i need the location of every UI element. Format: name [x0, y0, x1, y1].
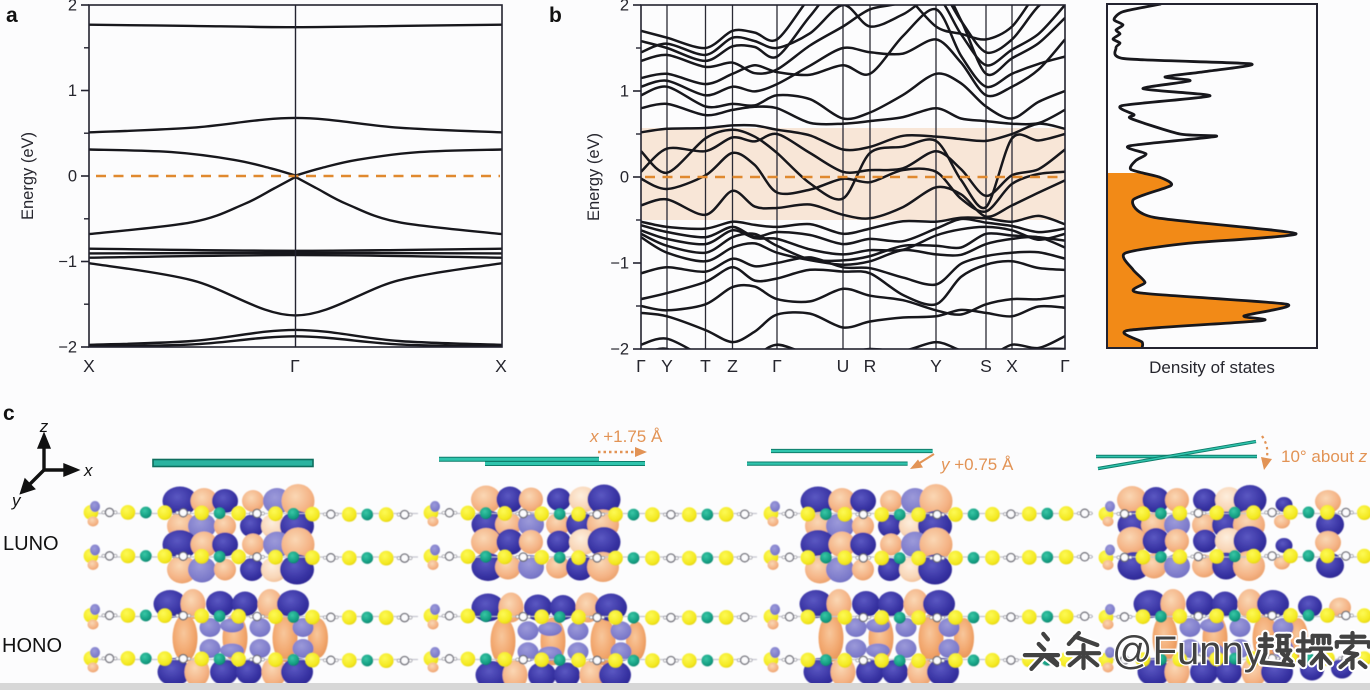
svg-text:X: X	[83, 356, 95, 376]
svg-text:Energy (eV): Energy (eV)	[585, 133, 603, 221]
svg-text:LUNO: LUNO	[3, 533, 59, 555]
svg-text:y: y	[11, 491, 22, 510]
svg-text:S: S	[980, 356, 992, 376]
svg-text:Γ: Γ	[636, 356, 646, 376]
svg-text:b: b	[549, 4, 562, 27]
svg-text:Γ: Γ	[772, 356, 782, 376]
svg-text:Γ: Γ	[290, 356, 300, 376]
svg-text:X: X	[495, 356, 507, 376]
svg-text:a: a	[6, 4, 18, 27]
svg-text:T: T	[700, 356, 711, 376]
svg-text:−1: −1	[58, 253, 77, 271]
svg-text:Density of states: Density of states	[1149, 358, 1275, 377]
svg-text:HONO: HONO	[2, 635, 62, 657]
svg-text:x: x	[83, 461, 93, 480]
svg-text:0: 0	[620, 169, 629, 187]
svg-text:x +1.75 Å: x +1.75 Å	[589, 427, 663, 446]
svg-text:y +0.75 Å: y +0.75 Å	[940, 455, 1014, 474]
svg-text:1: 1	[620, 83, 629, 101]
svg-text:Y: Y	[930, 356, 942, 376]
svg-text:Y: Y	[661, 356, 673, 376]
svg-text:2: 2	[620, 0, 629, 15]
svg-text:0: 0	[68, 168, 77, 186]
svg-text:−1: −1	[610, 255, 629, 273]
svg-text:Energy (eV): Energy (eV)	[19, 132, 37, 220]
svg-text:1: 1	[68, 82, 77, 100]
svg-text:z: z	[39, 417, 49, 436]
svg-text:Z: Z	[727, 356, 738, 376]
svg-text:R: R	[864, 356, 877, 376]
svg-text:c: c	[3, 402, 15, 425]
svg-text:−2: −2	[610, 341, 629, 359]
svg-text:@Funny: @Funny	[1112, 629, 1264, 673]
svg-text:10° about z: 10° about z	[1281, 447, 1368, 466]
svg-text:2: 2	[68, 0, 77, 15]
svg-text:U: U	[837, 356, 850, 376]
svg-text:X: X	[1006, 356, 1018, 376]
svg-text:−2: −2	[58, 339, 77, 357]
svg-text:Γ: Γ	[1060, 356, 1070, 376]
